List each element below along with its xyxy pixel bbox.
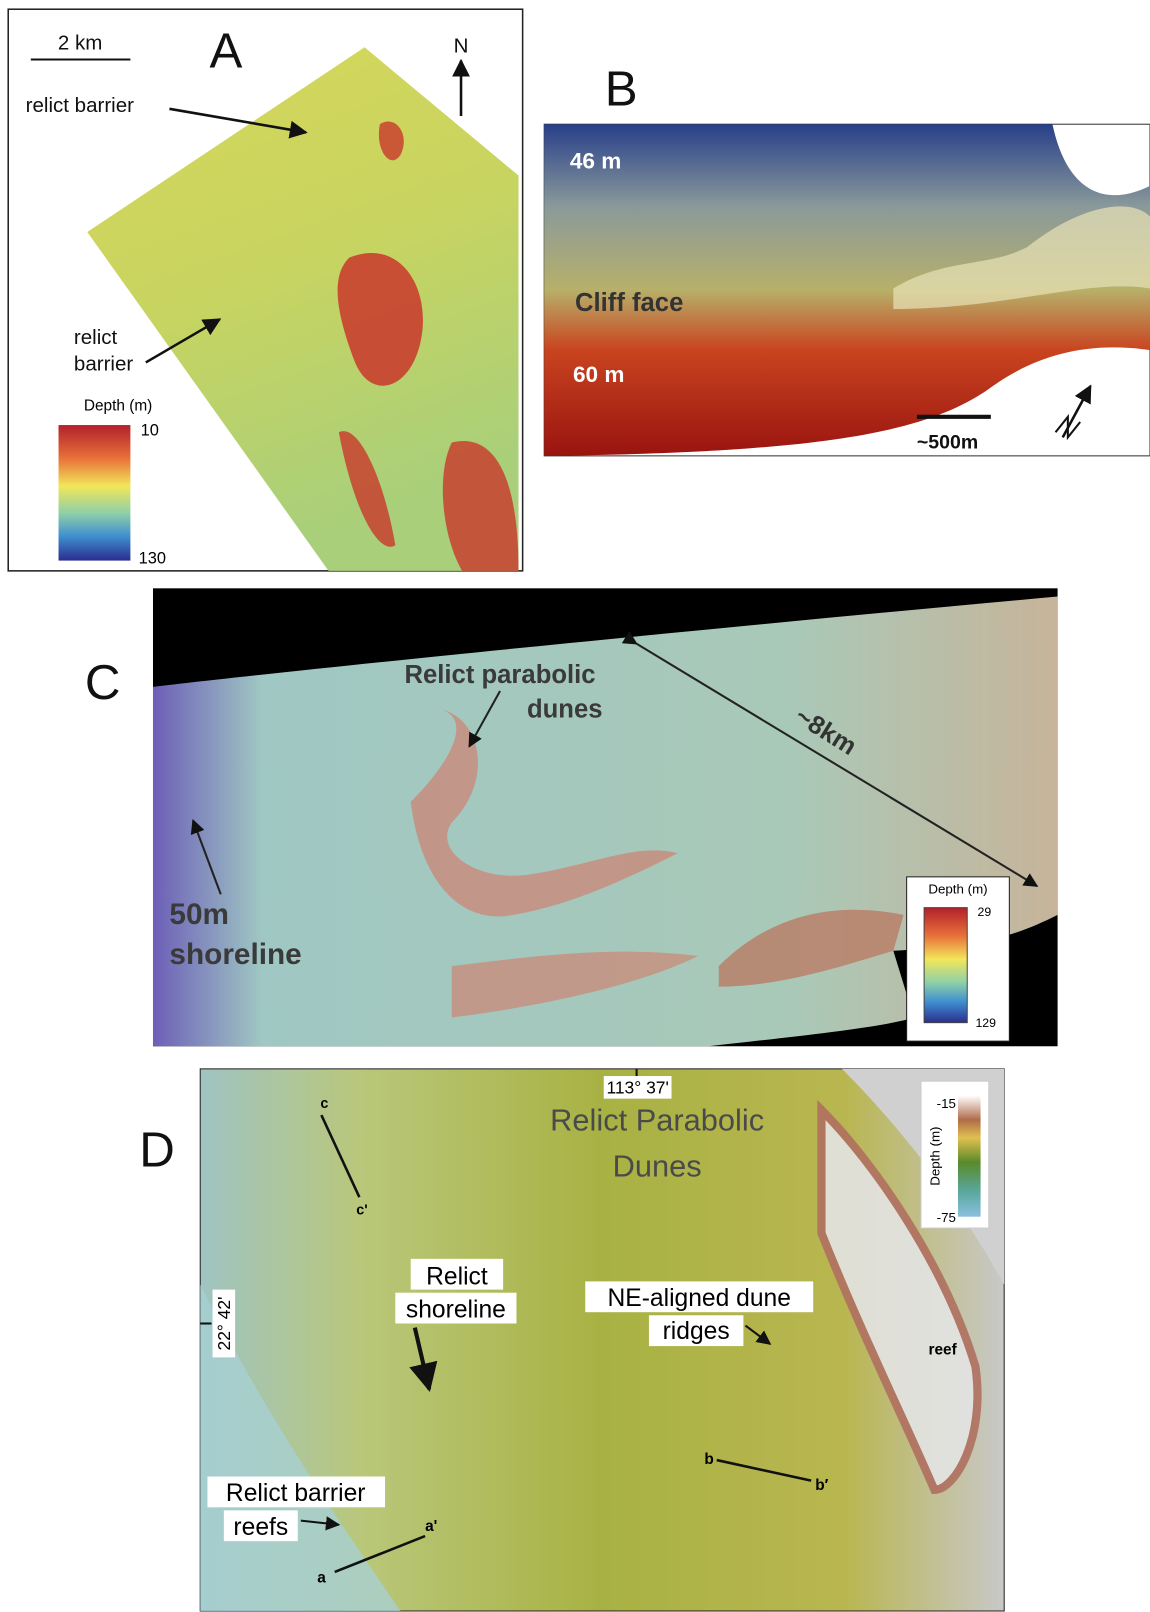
label-bg	[212, 1289, 236, 1358]
legend-value: 29	[978, 905, 992, 919]
annotation: barrier	[74, 353, 133, 376]
annotation: Relict parabolic	[405, 661, 596, 689]
panel-label: B	[605, 62, 638, 117]
legend-value: 130	[139, 550, 166, 568]
panel-label: C	[85, 655, 121, 710]
legend-value: -15	[937, 1096, 956, 1111]
arrow	[744, 1324, 772, 1345]
profile-line	[320, 1114, 361, 1198]
label-bg	[223, 1510, 298, 1542]
profile-label: a	[317, 1569, 326, 1586]
north-label: N	[454, 34, 469, 57]
profile-label: b	[704, 1451, 713, 1468]
cliff-render	[544, 124, 1150, 456]
label-bg	[410, 1258, 504, 1290]
panel-c: C Relict parabolic dunes ~8km 50m shorel…	[85, 588, 1058, 1047]
terrain	[442, 440, 519, 571]
annotation: 50m	[169, 898, 229, 931]
arrow	[145, 318, 222, 364]
latitude: 22° 42'	[214, 1297, 234, 1351]
annotation: reefs	[233, 1514, 288, 1541]
annotation: dunes	[527, 696, 603, 724]
bathymetry-map	[87, 47, 519, 571]
annotation: Cliff face	[575, 289, 683, 317]
profile-line	[716, 1458, 812, 1482]
terrain	[337, 253, 423, 386]
arrow	[169, 107, 308, 139]
profile-label: c	[320, 1096, 328, 1112]
panel-a: 2 km A N relict barrier relict barrier D…	[7, 8, 524, 572]
dune	[410, 709, 678, 917]
color-bar	[957, 1095, 981, 1217]
reef	[817, 1100, 982, 1494]
panel-d: D 113° 37' Relict Parabolic Dunes 22° 42…	[139, 1068, 1005, 1612]
panel-label: D	[139, 1122, 175, 1177]
north-symbol	[1054, 413, 1081, 441]
dune	[451, 951, 699, 1018]
terrain	[338, 431, 396, 547]
dune	[718, 909, 904, 987]
profile-label: a'	[425, 1518, 437, 1535]
longitude: 113° 37'	[606, 1078, 668, 1098]
arrow	[190, 819, 222, 895]
arrow	[468, 690, 501, 748]
annotation: ridges	[663, 1318, 730, 1345]
panel-b: B 46 m Cliff face 60 m ~500m	[543, 62, 1150, 457]
legend-value: 129	[975, 1016, 996, 1030]
annotation: Relict barrier	[226, 1480, 366, 1507]
label-bg	[395, 1292, 517, 1324]
annotation: reef	[928, 1341, 957, 1358]
scale-label: 2 km	[58, 31, 102, 54]
color-bar	[58, 425, 131, 561]
annotation: relict	[74, 326, 118, 349]
arrow	[300, 1516, 341, 1531]
legend-title: Depth (m)	[928, 881, 987, 896]
panel-label: A	[209, 24, 242, 79]
map-title: Relict Parabolic	[550, 1102, 764, 1137]
label-bg	[207, 1476, 386, 1508]
annotation: relict barrier	[26, 94, 134, 117]
legend-value: 10	[141, 421, 159, 439]
annotation: shoreline	[169, 938, 301, 971]
annotation: NE-aligned dune	[608, 1285, 791, 1312]
distance-arrow	[621, 630, 1039, 887]
legend-value: -75	[937, 1210, 956, 1225]
legend-title: Depth (m)	[84, 398, 152, 415]
annotation: Relict	[426, 1263, 488, 1290]
color-bar	[923, 907, 968, 1024]
legend-title: Depth (m)	[928, 1127, 943, 1186]
label-bg	[648, 1315, 744, 1347]
depth-label: 46 m	[570, 148, 621, 173]
map-title: Dunes	[613, 1149, 702, 1184]
arrow	[409, 1327, 438, 1393]
label-bg	[585, 1281, 814, 1313]
profile-label: c'	[356, 1203, 367, 1219]
depth-label: 60 m	[573, 362, 624, 387]
terrain	[378, 121, 404, 161]
terrain	[893, 206, 1150, 310]
profile-line	[334, 1534, 426, 1574]
profile-label: b′	[815, 1477, 828, 1494]
label-bg	[603, 1076, 672, 1099]
scale-label: ~500m	[917, 432, 978, 454]
annotation: shoreline	[406, 1296, 506, 1323]
